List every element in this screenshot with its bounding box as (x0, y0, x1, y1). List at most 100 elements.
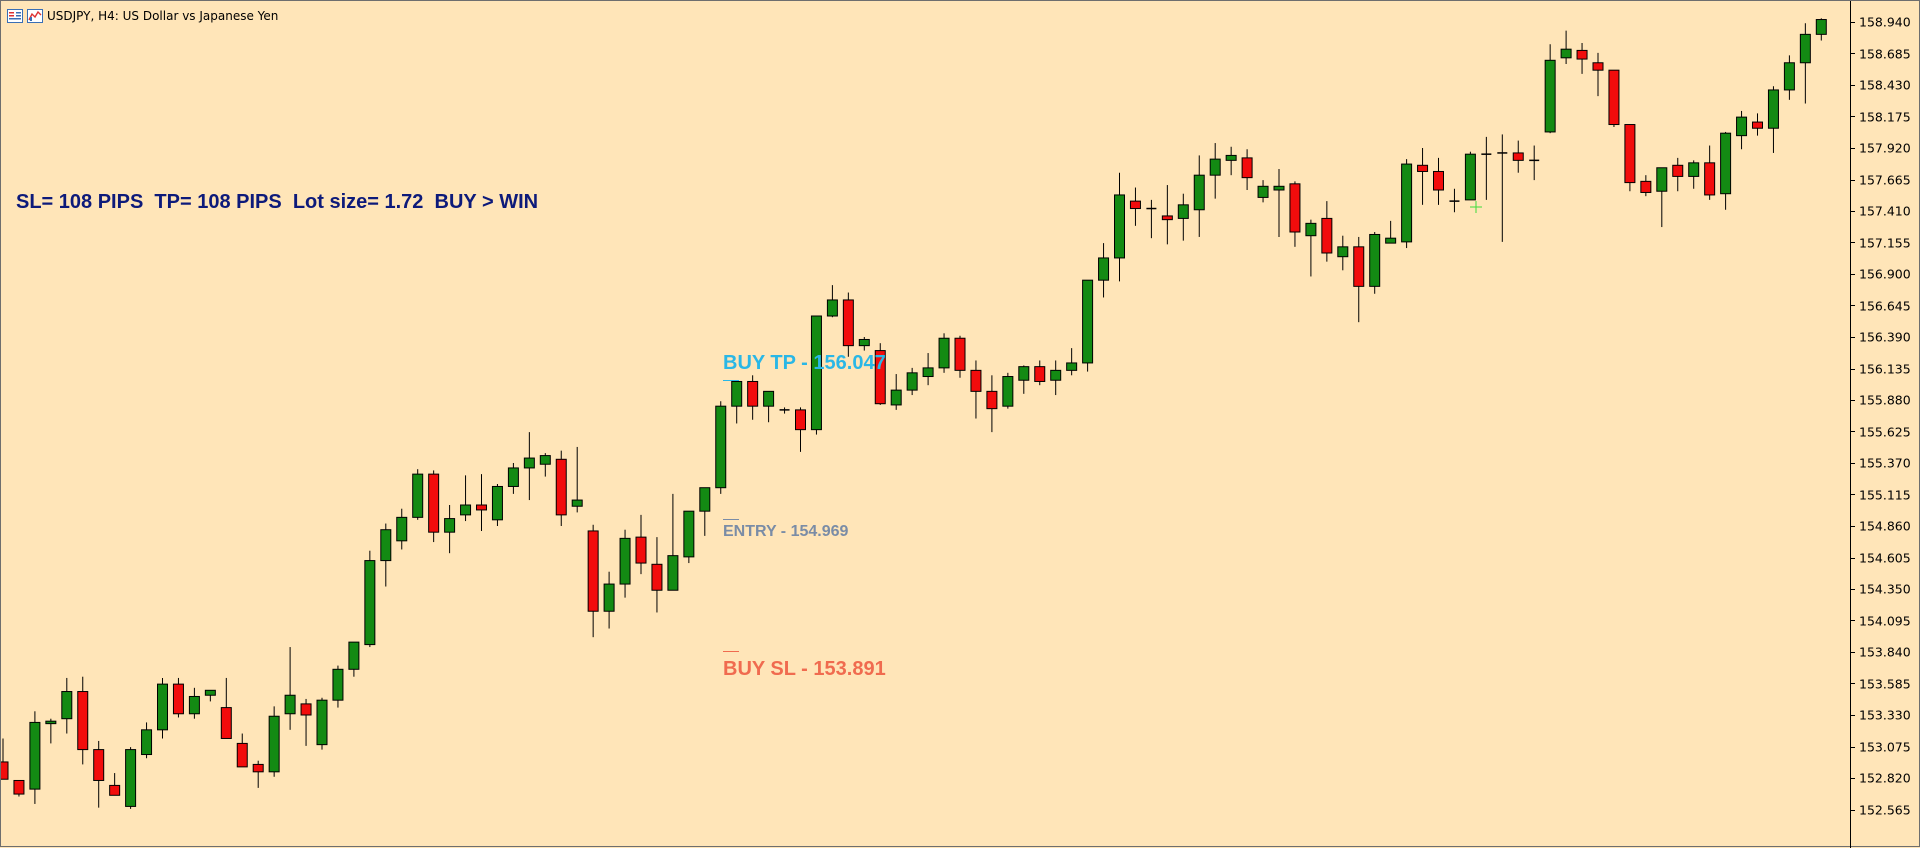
candle[interactable] (523, 432, 535, 501)
candle[interactable] (1082, 279, 1094, 372)
price-chart-plot[interactable] (1, 1, 1850, 848)
candle[interactable] (1209, 143, 1221, 199)
candle[interactable] (1688, 160, 1700, 189)
candle[interactable] (412, 469, 424, 520)
candle[interactable] (1656, 167, 1668, 228)
candle[interactable] (348, 641, 360, 677)
candle[interactable] (157, 677, 168, 739)
candle[interactable] (1369, 232, 1381, 294)
candle[interactable] (1, 738, 9, 780)
candle[interactable] (396, 508, 408, 550)
candle[interactable] (1449, 188, 1460, 213)
candle[interactable] (731, 380, 743, 424)
candle[interactable] (1815, 18, 1827, 41)
candle[interactable] (1050, 360, 1062, 396)
candle[interactable] (1560, 30, 1572, 64)
candle[interactable] (1624, 124, 1636, 192)
candle[interactable] (300, 698, 312, 746)
candle[interactable] (779, 407, 790, 414)
candle[interactable] (364, 550, 376, 648)
candle[interactable] (1241, 149, 1253, 190)
candle[interactable] (476, 474, 487, 531)
candle[interactable] (858, 337, 870, 351)
candle[interactable] (204, 689, 216, 702)
candle[interactable] (1433, 157, 1444, 205)
candle[interactable] (1704, 145, 1716, 200)
candle[interactable] (1114, 172, 1125, 282)
candle[interactable] (1576, 43, 1588, 74)
candle[interactable] (555, 450, 567, 526)
candle[interactable] (619, 529, 631, 598)
candle[interactable] (1481, 136, 1492, 200)
candle[interactable] (1401, 159, 1413, 249)
candle[interactable] (1098, 243, 1110, 298)
candle[interactable] (1592, 52, 1604, 97)
candle[interactable] (77, 676, 89, 765)
candle[interactable] (1177, 193, 1189, 241)
candle[interactable] (1464, 151, 1476, 201)
candle[interactable] (938, 333, 950, 373)
candle[interactable] (587, 524, 599, 638)
candle[interactable] (1417, 148, 1429, 205)
chart-type-icon[interactable] (27, 9, 43, 23)
candle[interactable] (954, 335, 966, 378)
candle[interactable] (1146, 199, 1157, 239)
candle[interactable] (1225, 146, 1237, 176)
candle[interactable] (1385, 220, 1397, 244)
candle[interactable] (795, 407, 806, 452)
candle[interactable] (603, 571, 615, 629)
candle[interactable] (141, 722, 153, 759)
candle[interactable] (1783, 55, 1795, 100)
candle[interactable] (635, 514, 647, 575)
candle[interactable] (1321, 201, 1333, 262)
candle[interactable] (109, 773, 121, 796)
candle[interactable] (986, 375, 998, 433)
candle[interactable] (763, 390, 775, 423)
candle[interactable] (1018, 365, 1030, 394)
candle[interactable] (428, 470, 440, 543)
candle[interactable] (571, 446, 583, 513)
candle[interactable] (1353, 236, 1365, 323)
candle[interactable] (1497, 134, 1508, 242)
candle[interactable] (332, 665, 344, 708)
candle[interactable] (13, 779, 25, 797)
candle[interactable] (1305, 219, 1317, 277)
candle[interactable] (683, 510, 695, 564)
candle[interactable] (1736, 110, 1748, 150)
candle[interactable] (1273, 169, 1285, 237)
candle[interactable] (810, 315, 822, 435)
candle[interactable] (29, 711, 41, 804)
candle[interactable] (1767, 86, 1779, 153)
candle[interactable] (1289, 181, 1301, 247)
candle[interactable] (1640, 175, 1652, 197)
candle[interactable] (699, 487, 711, 536)
candle[interactable] (125, 747, 137, 809)
candle[interactable] (268, 706, 280, 777)
candle[interactable] (172, 677, 184, 718)
candle[interactable] (252, 760, 264, 788)
candle[interactable] (715, 401, 727, 494)
candle[interactable] (1337, 235, 1349, 271)
candle[interactable] (1608, 69, 1620, 127)
candle[interactable] (1161, 185, 1173, 245)
candle[interactable] (220, 677, 232, 739)
candle[interactable] (1193, 155, 1205, 237)
candle[interactable] (1257, 180, 1269, 203)
candle[interactable] (651, 537, 663, 613)
candle[interactable] (890, 374, 902, 410)
candle[interactable] (1799, 23, 1811, 104)
candle[interactable] (93, 740, 105, 808)
candle[interactable] (906, 367, 918, 396)
candle[interactable] (61, 677, 73, 734)
candle[interactable] (667, 493, 679, 591)
candle[interactable] (316, 697, 328, 750)
candle[interactable] (1129, 187, 1141, 226)
candle[interactable] (507, 463, 519, 494)
candle[interactable] (747, 375, 759, 420)
candle[interactable] (1529, 145, 1540, 181)
price-axis[interactable] (1850, 1, 1920, 848)
candle[interactable] (460, 475, 472, 522)
candle[interactable] (922, 353, 934, 386)
candle[interactable] (491, 484, 503, 526)
candle[interactable] (380, 523, 392, 587)
